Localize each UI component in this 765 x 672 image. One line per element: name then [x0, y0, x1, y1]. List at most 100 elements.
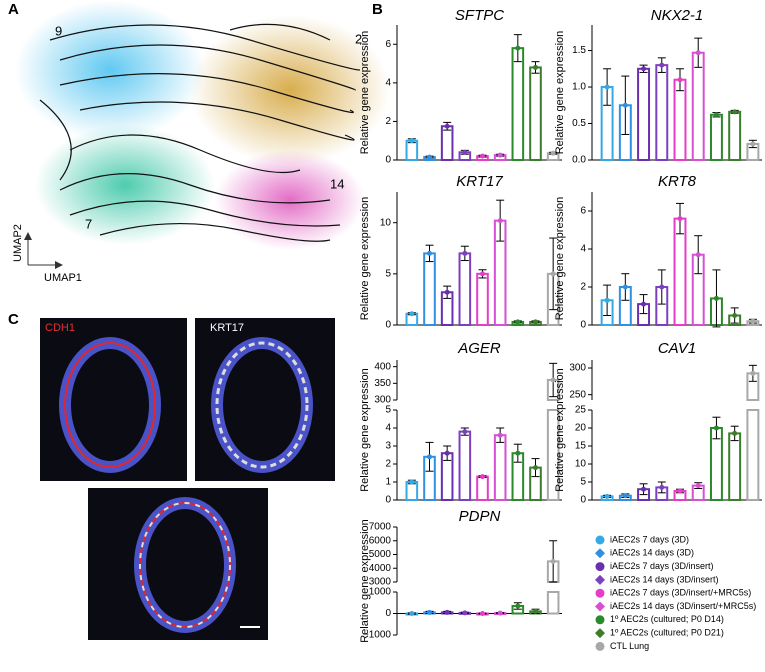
legend-label: 1º AEC2s (cultured; P0 D14) — [610, 614, 724, 624]
bar-group — [493, 610, 507, 616]
y-tick-label: 300 — [374, 395, 391, 406]
legend-marker — [595, 628, 605, 639]
bar-group — [511, 319, 525, 326]
bar-group — [600, 493, 614, 501]
bar-group — [600, 68, 614, 161]
y-tick-label: 10 — [575, 459, 587, 470]
legend-marker — [595, 548, 605, 559]
data-point — [497, 152, 503, 158]
y-tick-label: 0 — [385, 608, 391, 619]
y-tick-label: 1 — [385, 477, 391, 488]
bar-group — [728, 109, 742, 161]
bar-group — [458, 149, 472, 162]
data-point — [695, 252, 701, 258]
legend-label: iAEC2s 7 days (3D/insert) — [610, 561, 714, 571]
bar-group — [637, 483, 651, 502]
bar-group — [529, 608, 542, 615]
bar-group — [511, 443, 525, 502]
bar — [637, 67, 651, 161]
data-point — [750, 370, 756, 376]
bar-group — [546, 540, 560, 615]
y-axis-label: Relative gene expression — [359, 519, 371, 643]
data-point — [427, 609, 432, 615]
data-point — [695, 483, 701, 489]
y-tick-label: 1.0 — [572, 82, 586, 93]
y-tick-label: 0.5 — [572, 118, 586, 129]
y-tick-label: 7000 — [369, 522, 392, 533]
legend-label: iAEC2s 14 days (3D/insert) — [610, 574, 719, 584]
bar — [709, 113, 723, 162]
data-point — [409, 611, 415, 616]
data-point — [515, 319, 521, 325]
data-point — [480, 474, 485, 480]
bar — [655, 64, 669, 161]
y-tick-label: 3 — [385, 441, 391, 452]
data-point — [480, 153, 485, 159]
bar-group — [546, 150, 560, 161]
data-point — [622, 102, 628, 108]
legend-marker — [595, 641, 605, 651]
bar-group — [655, 269, 669, 326]
y-tick-label: 0 — [385, 495, 391, 506]
y-tick-label: 4 — [385, 423, 391, 434]
y-tick-label: 1000 — [369, 587, 392, 598]
y-tick-label: 5 — [580, 477, 586, 488]
bar — [673, 217, 687, 327]
y-tick-label: 2 — [385, 116, 391, 127]
data-point — [444, 289, 450, 295]
data-point — [497, 610, 503, 616]
bar — [728, 432, 742, 501]
data-point — [409, 138, 415, 144]
data-point — [732, 109, 738, 115]
axis-label: UMAP2 — [12, 224, 24, 262]
chart-title: AGER — [457, 340, 501, 357]
bar — [476, 475, 489, 502]
bar-group — [405, 311, 419, 327]
bar-group — [691, 482, 705, 502]
data-point — [462, 149, 468, 155]
panel-label: B — [372, 1, 383, 18]
bar — [493, 434, 507, 502]
bar-group — [600, 284, 614, 326]
bar — [746, 409, 760, 501]
bar-group — [529, 61, 542, 161]
y-tick-label: 250 — [569, 389, 586, 400]
bar-group — [423, 609, 436, 615]
panel-label: C — [8, 311, 19, 328]
bar-group — [476, 153, 489, 161]
bar-group — [746, 364, 760, 501]
bar-group — [458, 610, 472, 616]
bar — [546, 409, 560, 501]
data-point — [480, 271, 485, 277]
y-tick-label: 0 — [580, 320, 586, 331]
bar-group — [673, 68, 687, 161]
data-point — [550, 271, 556, 277]
chart-title: NKX2-1 — [651, 7, 704, 24]
y-tick-label: 6 — [580, 206, 586, 217]
bar-group — [511, 34, 525, 161]
bar — [476, 272, 489, 327]
bar — [458, 430, 472, 502]
data-point — [659, 484, 665, 490]
data-point — [622, 493, 628, 499]
bar-group — [691, 37, 705, 161]
bar-group — [458, 245, 472, 326]
data-point — [533, 319, 538, 325]
bar-group — [440, 285, 454, 326]
data-point — [409, 311, 415, 317]
stain-label: CDH1 — [45, 322, 75, 334]
bar-group — [546, 362, 560, 501]
legend-label: iAEC2s 7 days (3D/insert/+MRC5s) — [610, 588, 751, 598]
data-point — [462, 250, 468, 256]
bar-group — [493, 427, 507, 502]
y-axis-label: Relative gene expression — [554, 31, 566, 155]
data-point — [750, 318, 756, 324]
bar-group — [673, 488, 687, 501]
bar — [529, 66, 542, 161]
bar-group — [618, 493, 632, 501]
y-tick-label: 3000 — [369, 577, 392, 588]
y-tick-label: 20 — [575, 423, 587, 434]
y-axis-label: Relative gene expression — [359, 31, 371, 155]
y-tick-label: 10 — [380, 217, 392, 228]
data-point — [515, 450, 521, 456]
